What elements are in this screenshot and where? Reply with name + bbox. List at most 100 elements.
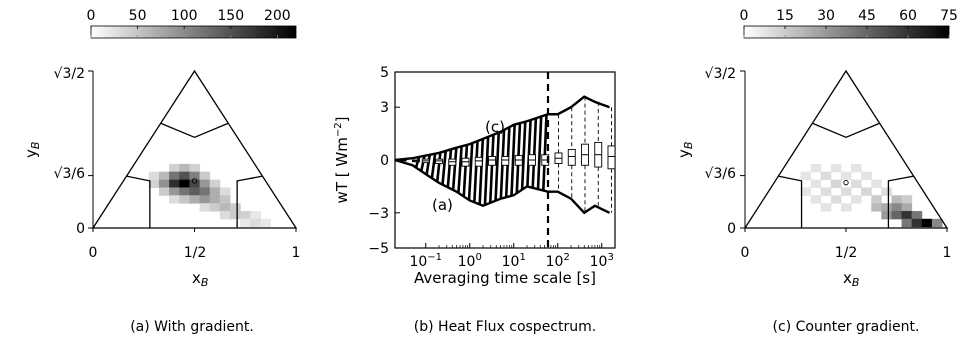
box-body [567,148,576,166]
hatch-stroke [467,143,474,201]
triangle-frame-a [88,69,298,232]
hatch-stroke [462,144,469,197]
heatmap-cell [240,218,251,228]
heatmap-cell [219,195,231,204]
heatmap-cell [169,195,180,204]
colorbar-c: 0 15 30 45 60 75 [740,8,958,39]
panel-cospectrum: 5 3 0 −3 −5 10−1 100 101 102 103 (c) (a) Averagi… [333,65,616,335]
x-tick-label-b: 103 [590,252,614,270]
heatmap-cell [901,203,913,212]
y-axis-label-b: wT [ Wm−2] [333,117,351,204]
heatmap-cell [871,203,882,212]
x-axis-label-a: xB [192,269,208,289]
heatmap-cell [189,179,201,189]
heatmap-cell [219,211,231,220]
heatmap-cell [199,171,211,181]
heatmap-cell [148,179,160,189]
hatch-stroke [435,152,442,182]
caption-b: (b) Heat Flux cospectrum. [414,319,596,335]
heatmap-cell [240,211,251,220]
heatmap-cell [810,163,822,173]
y-tick-label-b: −3 [368,206,389,222]
heatmap-cell [881,203,892,212]
heatmap-cell [250,211,261,220]
hatch-stroke [473,140,479,203]
heatmap-cell [199,203,211,212]
heatmap-cell [901,218,913,228]
triangle-outline [91,69,298,229]
hatch-stroke [430,153,437,179]
heatmap-cell [189,187,201,196]
x-ticks-b: 10−1 100 101 102 103 [409,243,614,270]
envelope-b [395,95,611,215]
region-boundary [126,175,151,228]
x-axis-label-c: xB [843,269,859,289]
x-tick-a-1: 1 [292,245,301,261]
heatmap-cell [199,187,211,196]
heatmap-cell [219,187,231,196]
heatmap-cell [209,187,221,196]
heatmap-cell [820,171,832,181]
heatmap-cell [851,163,862,173]
x-tick-a-0: 0 [89,245,98,261]
colorbar-tick-label: 0 [87,8,96,24]
heatmap-cell [250,218,261,228]
hatch-stroke [483,136,490,206]
y-tick-c-mid: √3/6 [705,166,737,182]
y-tick-c-top: √3/2 [705,66,736,82]
heatmap-cells-c [800,163,943,228]
region-boundary [887,175,914,228]
heatmap-cell [861,171,872,181]
colorbar-gradient [743,25,950,39]
heatmap-cell [199,179,211,189]
heatmap-cell [189,195,201,204]
region-boundary [778,175,803,228]
region-boundary [236,175,263,228]
hatch-stroke [420,155,426,172]
y-tick-label-b: −5 [368,241,389,257]
box-body [488,156,496,166]
x-tick-label-b: 10−1 [409,252,442,270]
hatch-stroke [531,118,538,188]
heatmap-cell [169,163,180,173]
heatmap-cell [158,171,170,181]
triangle-frame-c [740,69,949,232]
heatmap-cell [911,218,923,228]
colorbar-gradient [90,25,297,39]
heatmap-cell [169,187,180,196]
hatch-stroke [520,121,527,190]
heatmap-cell [891,203,903,212]
heatmap-cell [179,163,190,173]
hatch-stroke [494,132,501,201]
annotation-c: (c) [485,118,505,136]
heatmap-cell [169,179,180,189]
heatmap-cell [189,163,201,173]
colorbar-tick-label: 60 [899,8,917,24]
annotation-a: (a) [432,196,453,214]
x-tick-a-half: 1/2 [184,245,207,261]
y-tick-a-mid: √3/6 [54,166,86,182]
heatmap-cell [148,171,160,181]
hatch-stroke [457,146,463,194]
heatmap-cell [820,203,832,212]
x-tick-label-b: 101 [502,252,526,270]
hatch-stroke [478,138,485,205]
heatmap-cell [881,187,892,196]
boxplots-b [398,96,615,213]
heatmap-cell [219,203,231,212]
hatch-stroke [446,149,453,188]
heatmap-cell [260,218,272,228]
x-axis-label-b: Averaging time scale [s] [414,269,596,287]
x-tick-label-b: 102 [546,252,570,270]
x-tick-c-0: 0 [741,245,750,261]
heatmap-cell [158,179,170,189]
upper-envelope-line [395,95,610,162]
hatch-stroke [414,156,421,168]
heatmap-cell [830,163,842,173]
x-tick-c-1: 1 [943,245,952,261]
colorbar-tick-label: 30 [817,8,835,24]
region-boundary [812,122,880,139]
heatmap-cell [891,195,903,204]
heatmap-cell [800,187,812,196]
